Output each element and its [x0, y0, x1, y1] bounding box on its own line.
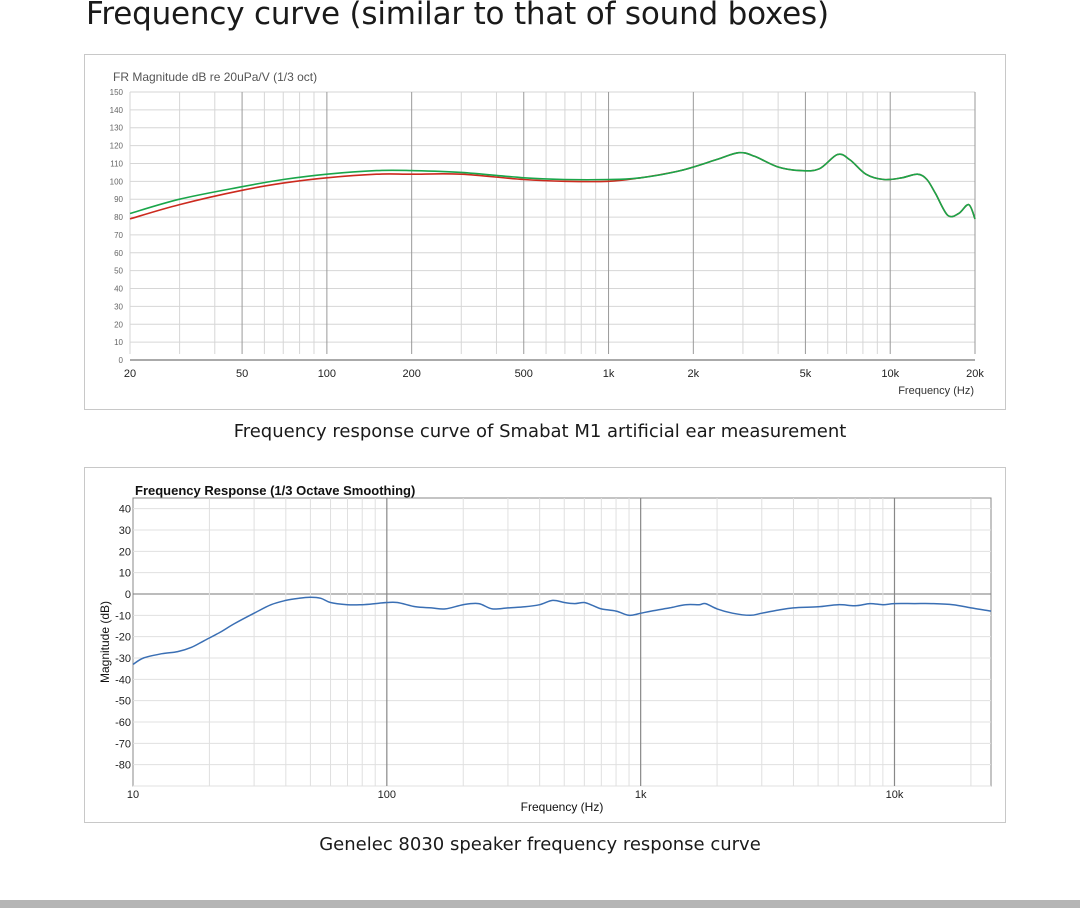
chart-grid [129, 91, 976, 361]
y-axis-ticks: 0 10 20 30 40 50 60 70 80 90 100 110 120 130 140 150 [110, 88, 124, 365]
y-tick-label: 150 [110, 88, 124, 97]
x-axis-ticks: 20 50 100 200 500 1k 2k 5k 10k 20k [124, 368, 984, 380]
y-tick-label: 130 [110, 124, 124, 133]
x-tick-label: 2k [688, 368, 700, 380]
y-tick-label: 0 [125, 589, 131, 601]
y-tick-label: -70 [115, 738, 131, 750]
x-tick-label: 1k [635, 789, 647, 801]
bottom-bar [0, 900, 1080, 908]
y-tick-label: 60 [114, 249, 123, 258]
x-tick-label: 100 [378, 789, 396, 801]
plot-border [132, 497, 992, 787]
x-axis-label: Frequency (Hz) [898, 385, 974, 397]
y-tick-label: 50 [114, 267, 123, 276]
x-tick-label: 5k [800, 368, 812, 380]
x-tick-label: 20k [966, 368, 984, 380]
y-tick-label: 140 [110, 106, 124, 115]
y-tick-label: 30 [114, 302, 123, 311]
x-tick-label: 50 [236, 368, 248, 380]
y-tick-label: 10 [119, 568, 131, 580]
y-tick-label: 0 [119, 356, 124, 365]
y-tick-label: -30 [115, 653, 131, 665]
y-tick-label: 100 [110, 177, 124, 186]
x-axis-ticks: 10 100 1k 10k [127, 789, 904, 801]
y-tick-label: -40 [115, 674, 131, 686]
y-tick-label: 10 [114, 338, 123, 347]
series-line-green [129, 151, 976, 220]
chart-title: Frequency Response (1/3 Octave Smoothing… [135, 483, 415, 498]
chart-title: FR Magnitude dB re 20uPa/V (1/3 oct) [113, 70, 317, 84]
y-tick-label: -10 [115, 610, 131, 622]
y-tick-label: -50 [115, 696, 131, 708]
x-tick-label: 10 [127, 789, 139, 801]
series-line-blue [132, 596, 992, 666]
page-title: Frequency curve (similar to that of soun… [86, 0, 829, 32]
x-axis-label: Frequency (Hz) [521, 800, 604, 814]
y-axis-ticks: 40 30 20 10 0 -10 -20 -30 -40 -50 -60 -70 -80 [115, 504, 131, 772]
y-tick-label: 30 [119, 525, 131, 537]
y-tick-label: -80 [115, 760, 131, 772]
y-tick-label: 40 [119, 504, 131, 516]
x-tick-label: 100 [318, 368, 336, 380]
smabat-frequency-chart: FR Magnitude dB re 20uPa/V (1/3 oct) 0 10… [110, 70, 985, 397]
y-tick-label: 90 [114, 195, 123, 204]
x-tick-label: 500 [515, 368, 533, 380]
x-tick-label: 10k [886, 789, 904, 801]
y-tick-label: 120 [110, 142, 124, 151]
y-tick-label: -20 [115, 632, 131, 644]
x-tick-label: 1k [603, 368, 615, 380]
y-tick-label: 110 [110, 159, 123, 168]
genelec-chart-frame: Frequency Response (1/3 Octave Smoothing… [84, 467, 1006, 823]
x-tick-label: 10k [881, 368, 899, 380]
y-tick-label: 40 [114, 285, 123, 294]
y-axis-label: Magnitude (dB) [98, 601, 112, 683]
genelec-chart-caption: Genelec 8030 speaker frequency response … [319, 834, 761, 855]
y-tick-label: 80 [114, 213, 123, 222]
smabat-chart-frame: FR Magnitude dB re 20uPa/V (1/3 oct) 0 10… [84, 54, 1006, 410]
y-tick-label: 20 [114, 320, 123, 329]
series-lines [129, 151, 976, 220]
chart-grid [132, 497, 992, 787]
genelec-frequency-chart: Frequency Response (1/3 Octave Smoothing… [98, 483, 992, 814]
series-lines [132, 596, 992, 666]
series-line-red [129, 151, 976, 220]
y-tick-label: -60 [115, 717, 131, 729]
y-tick-label: 20 [119, 546, 131, 558]
x-tick-label: 20 [124, 368, 136, 380]
smabat-chart-caption: Frequency response curve of Smabat M1 ar… [233, 421, 847, 442]
y-tick-label: 70 [114, 231, 123, 240]
x-tick-label: 200 [402, 368, 420, 380]
